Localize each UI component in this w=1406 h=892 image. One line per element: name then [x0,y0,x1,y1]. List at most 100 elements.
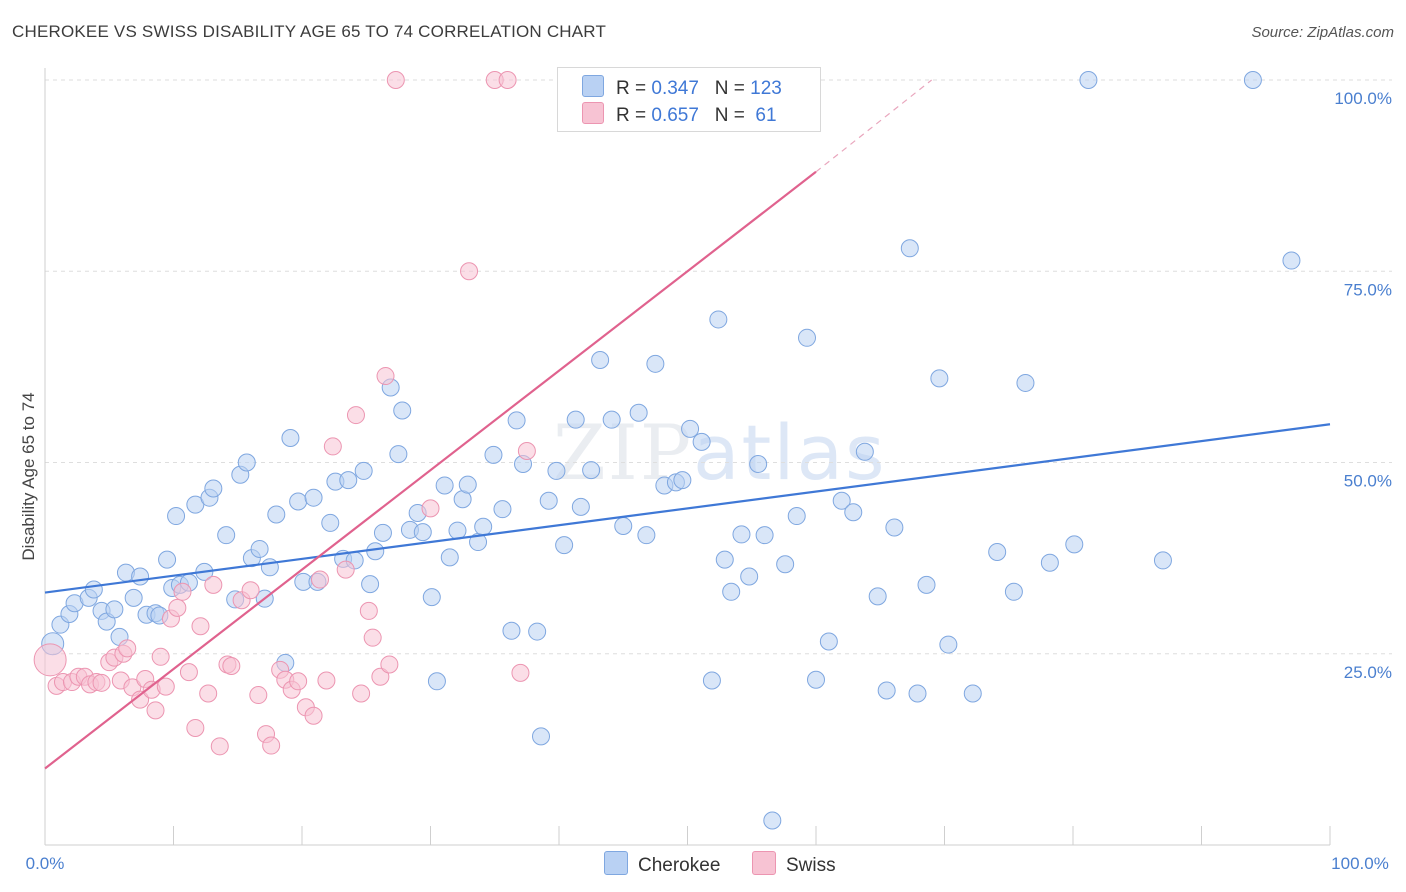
cherokee-point [427,672,446,691]
cherokee-point [732,525,751,544]
cherokee-point [1065,535,1084,554]
r-label: R = [616,78,652,99]
cherokee-point [131,567,150,586]
legend-row-swiss: R = 0.657 N = 61 [582,102,777,128]
cherokee-point [832,491,851,510]
cherokee-point [646,354,665,373]
swiss-point [179,663,198,682]
cherokee-swatch [582,75,604,97]
swiss-point [249,686,268,705]
cherokee-point [250,539,269,558]
cherokee-point [435,476,454,495]
cherokee-point [900,239,919,258]
swiss-point [511,663,530,682]
legend-item-swiss: Swiss [752,851,836,877]
swiss-point [241,581,260,600]
cherokee-point [507,411,526,430]
legend-label-cherokee: Cherokee [638,855,721,876]
cherokee-point [930,369,949,388]
swiss-point [186,718,205,737]
swiss-point [191,617,210,636]
cherokee-point [722,582,741,601]
cherokee-point [528,622,547,641]
cherokee-point [939,635,958,654]
cherokee-point [158,550,177,569]
cherokee-point [582,461,601,480]
cherokee-point [776,555,795,574]
cherokee-point [787,507,806,526]
cherokee-point [493,500,512,519]
cherokee-point [361,575,380,594]
swiss-point [173,582,192,601]
cherokee-point [105,600,124,619]
n-value-swiss: 61 [750,105,777,126]
cherokee-point [715,550,734,569]
cherokee-point [289,492,308,511]
cherokee-point [354,461,373,480]
cherokee-point [304,488,323,507]
cherokee-point [877,681,896,700]
y-tick-label: 75.0% [1344,280,1392,299]
r-value-swiss: 0.657 [651,105,699,126]
cherokee-point [502,621,521,640]
cherokee-point [366,542,385,561]
legend-label-swiss: Swiss [786,855,836,876]
swiss-swatch [582,102,604,124]
cherokee-point [885,518,904,537]
swiss-point [317,671,336,690]
cherokee-point [681,419,700,438]
y-tick-label: 25.0% [1344,663,1392,682]
swiss-point [460,262,479,281]
swiss-point [359,601,378,620]
cherokee-point [988,543,1007,562]
cherokee-point [591,350,610,369]
swiss-point [498,71,517,89]
swiss-point [323,437,342,456]
swiss-point [304,706,323,725]
cherokee-point [709,310,728,329]
cherokee-point [614,516,633,535]
cherokee-point [484,445,503,464]
cherokee-point [422,588,441,607]
cherokee-point [267,505,286,524]
cherokee-point [602,410,621,429]
cherokee-point [84,580,103,599]
correlation-legend: R = 0.347 N = 123 R = 0.657 N = 61 [557,67,821,132]
swiss-point [168,598,187,617]
cherokee-point [1040,553,1059,572]
cherokee-point [740,567,759,586]
swiss-point [210,737,229,756]
cherokee-point [167,507,186,526]
cherokee-point [204,479,223,498]
swiss-point [33,643,67,677]
cherokee-point [217,526,236,545]
x-tick-label: 0.0% [26,854,65,873]
y-tick-label: 50.0% [1344,472,1392,491]
cherokee-point [819,632,838,651]
n-label: N = [714,78,751,99]
swiss-point [92,673,111,692]
n-label: N = [714,105,751,126]
swiss-point [336,560,355,579]
cherokee-point [413,523,432,542]
cherokee-point [917,575,936,594]
swiss-point [118,639,137,658]
cherokee-point [555,536,574,555]
swiss-point [262,736,281,755]
legend-row-cherokee: R = 0.347 N = 123 [582,75,782,101]
cherokee-legend-swatch [604,851,628,875]
cherokee-point [637,526,656,545]
cherokee-point [1153,551,1172,570]
cherokee-point [440,548,459,567]
swiss-point [204,575,223,594]
swiss-trend-extension [815,79,933,173]
swiss-point [222,656,241,675]
y-tick-label: 100.0% [1334,89,1392,108]
n-value-cherokee: 123 [750,78,782,99]
cherokee-point [373,523,392,542]
swiss-point [346,406,365,425]
cherokee-point [1243,71,1262,89]
cherokee-point [702,671,721,690]
swiss-point [156,677,175,696]
